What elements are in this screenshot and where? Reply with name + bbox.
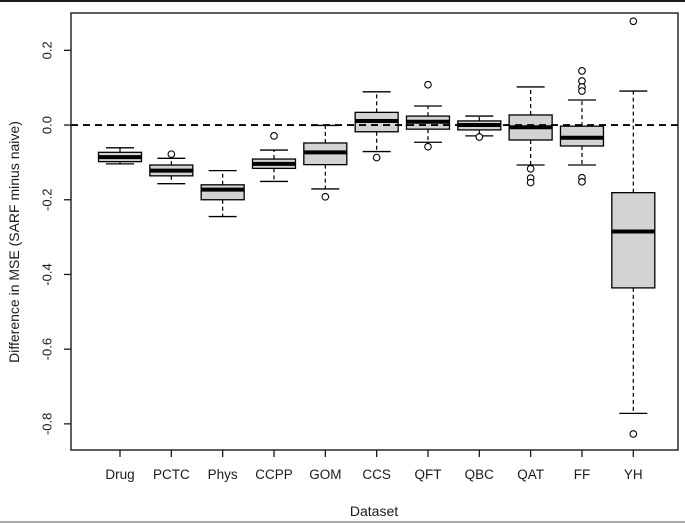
x-tick-label: CCS [362, 467, 391, 482]
x-tick-label: QBC [465, 467, 495, 482]
outlier-point [167, 150, 176, 159]
boxplot-qat [508, 86, 553, 187]
outlier-point [629, 430, 638, 438]
boxplot-ff [559, 67, 605, 186]
outlier-point [578, 87, 586, 95]
outlier-point [578, 67, 586, 75]
boxplot-gom [303, 124, 348, 201]
boxplot-pctc [149, 150, 194, 185]
plot-border [70, 12, 679, 451]
boxplot-ccpp [251, 132, 297, 183]
outlier-point [424, 142, 432, 151]
outlier-point [629, 17, 638, 26]
boxplot-qft [405, 80, 451, 151]
boxplot-qbc [457, 115, 502, 141]
x-tick-label: Drug [105, 467, 134, 482]
boxplot-drug [97, 147, 143, 165]
iqr-box [200, 184, 245, 201]
outlier-point [321, 192, 330, 201]
y-tick-label: -0.2 [39, 189, 54, 211]
boxplot-yh [611, 17, 656, 438]
y-tick-label: 0.2 [39, 41, 54, 59]
boxplot-ccs [354, 91, 399, 162]
x-tick-label: YH [624, 467, 643, 482]
x-tick-label: GOM [309, 467, 341, 482]
boxplot-phys [200, 169, 245, 218]
x-axis-title: Dataset [349, 503, 399, 519]
outlier-point [578, 177, 586, 186]
x-tick-label: Phys [208, 467, 238, 482]
y-tick-label: -0.6 [39, 338, 54, 360]
y-tick-label: 0.0 [39, 116, 54, 134]
outlier-point [270, 132, 278, 140]
x-tick-label: PCTC [153, 467, 190, 482]
outlier-point [475, 133, 484, 141]
outlier-point [424, 80, 432, 89]
outlier-point [372, 153, 381, 162]
x-tick-label: FF [574, 467, 591, 482]
y-tick-label: -0.4 [39, 263, 54, 285]
iqr-box [611, 192, 656, 289]
x-tick-label: QFT [414, 467, 441, 482]
x-tick-label: CCPP [255, 467, 293, 482]
y-axis-title: Difference in MSE (SARF minus naive) [6, 121, 22, 363]
y-tick-label: -0.8 [39, 413, 54, 435]
outlier-point [526, 164, 535, 173]
x-tick-label: QAT [517, 467, 544, 482]
outlier-point [526, 178, 535, 187]
